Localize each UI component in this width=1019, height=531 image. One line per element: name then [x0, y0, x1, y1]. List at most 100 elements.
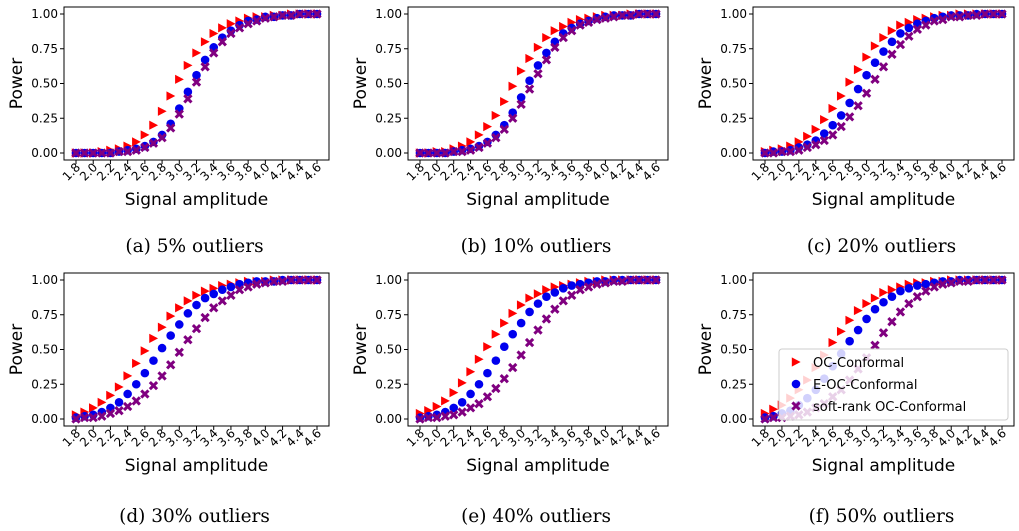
y-tick-label: 1.00	[31, 273, 58, 287]
x-tick-label: 4.6	[301, 160, 324, 183]
data-point	[955, 12, 965, 22]
data-point	[912, 24, 923, 34]
data-point	[845, 336, 854, 346]
data-point	[234, 285, 245, 295]
data-point	[525, 307, 534, 317]
data-point	[209, 28, 219, 39]
data-point	[768, 148, 779, 158]
data-point	[252, 279, 262, 289]
data-point	[499, 374, 509, 384]
data-point	[524, 84, 535, 94]
y-tick-label: 0.75	[720, 42, 747, 56]
data-point	[912, 292, 923, 302]
data-point	[819, 135, 829, 146]
data-point	[157, 106, 167, 116]
data-point	[980, 275, 990, 285]
chart-panel-0: 0.000.250.500.751.001.82.02.22.42.62.83.…	[7, 6, 330, 257]
data-point	[971, 275, 982, 285]
data-point	[140, 142, 150, 153]
data-point	[175, 303, 184, 313]
data-point	[887, 37, 897, 47]
y-tick-label: 0.75	[31, 42, 58, 56]
panel-caption: (a) 5% outliers	[125, 236, 263, 257]
data-point	[166, 91, 176, 101]
data-point	[114, 146, 124, 157]
data-point	[541, 314, 552, 324]
y-tick-label: 0.00	[720, 412, 747, 426]
data-point	[269, 276, 279, 287]
data-point	[500, 318, 509, 328]
data-point	[466, 389, 475, 399]
y-tick-label: 1.00	[375, 7, 402, 21]
series-circle	[760, 9, 1007, 158]
x-tick-label: 4.6	[301, 426, 324, 449]
data-point	[904, 31, 914, 41]
data-point	[217, 37, 227, 47]
legend-marker	[791, 401, 801, 411]
series-x	[71, 275, 322, 424]
data-point	[541, 55, 552, 65]
data-point	[617, 10, 627, 21]
series-triangle-right	[415, 9, 661, 158]
data-point	[836, 121, 846, 132]
data-point	[828, 130, 838, 140]
data-point	[191, 77, 202, 87]
data-point	[844, 112, 855, 122]
data-point	[149, 333, 159, 343]
data-point	[820, 115, 829, 125]
data-point	[567, 290, 577, 300]
data-point	[997, 9, 1007, 19]
series-x	[71, 9, 322, 158]
data-point	[149, 356, 158, 365]
data-point	[441, 396, 450, 406]
data-point	[312, 9, 322, 19]
data-point	[929, 16, 939, 26]
data-point	[542, 33, 552, 43]
y-axis-label: Power	[351, 58, 371, 109]
data-point	[583, 282, 594, 292]
data-point	[166, 360, 176, 370]
data-point	[946, 12, 956, 22]
data-point	[140, 346, 150, 356]
data-point	[853, 325, 863, 335]
data-point	[879, 297, 888, 307]
data-point	[878, 328, 889, 338]
data-point	[904, 298, 914, 309]
data-point	[516, 350, 526, 360]
data-point	[432, 148, 442, 158]
data-point	[524, 337, 535, 348]
data-point	[626, 10, 636, 21]
data-point	[651, 9, 661, 19]
y-axis-label: Power	[696, 58, 716, 109]
series-circle	[415, 275, 661, 422]
data-point	[148, 138, 159, 148]
y-tick-label: 0.75	[31, 308, 58, 322]
data-point	[558, 32, 568, 43]
data-point	[760, 414, 770, 424]
data-point	[465, 403, 476, 413]
y-tick-label: 0.75	[720, 308, 747, 322]
data-point	[904, 23, 914, 33]
data-point	[192, 70, 201, 80]
data-point	[482, 392, 493, 402]
data-point	[803, 131, 812, 141]
x-tick-label: 4.6	[986, 160, 1009, 183]
data-point	[491, 356, 501, 365]
data-point	[651, 275, 661, 285]
data-point	[432, 412, 442, 423]
data-point	[457, 407, 467, 417]
series-circle	[415, 9, 661, 158]
data-point	[200, 37, 210, 47]
x-axis-label: Signal amplitude	[812, 456, 956, 476]
data-point	[836, 326, 846, 337]
y-axis-label: Power	[351, 324, 371, 375]
data-point	[191, 323, 202, 334]
data-point	[879, 47, 888, 56]
panel-caption: (e) 40% outliers	[461, 506, 611, 527]
data-point	[132, 358, 141, 368]
data-point	[516, 93, 526, 102]
data-point	[423, 412, 434, 423]
data-point	[123, 371, 133, 381]
data-point	[785, 146, 796, 157]
data-point	[988, 9, 999, 19]
